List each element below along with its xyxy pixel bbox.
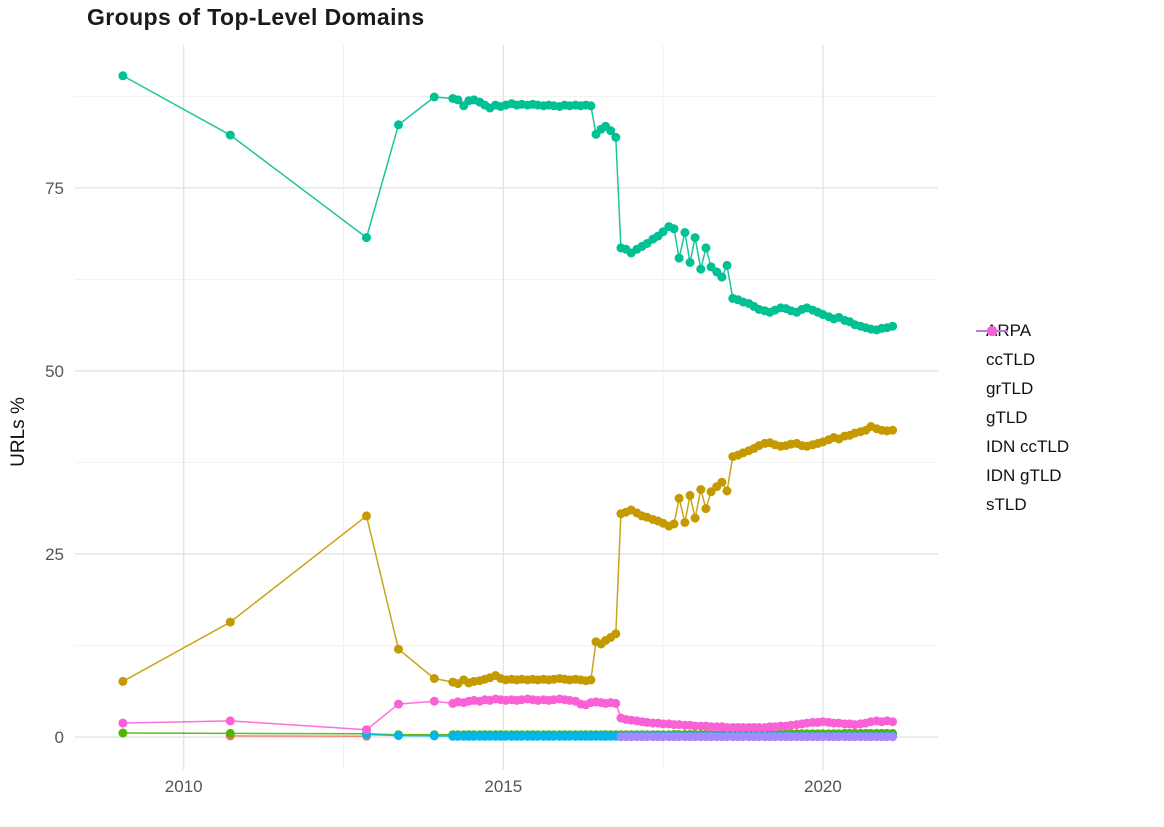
data-point-gtld: [453, 95, 463, 105]
legend-label: IDN gTLD: [986, 466, 1062, 485]
data-point-cctld: [690, 513, 700, 523]
data-point-stld: [888, 717, 898, 727]
y-tick-label: 50: [45, 362, 64, 381]
data-point-idn-cctld: [429, 731, 439, 741]
chart-title: Groups of Top-Level Domains: [87, 4, 425, 30]
data-point-stld: [394, 699, 403, 709]
data-point-cctld: [680, 518, 690, 527]
legend-label: ccTLD: [986, 350, 1036, 369]
data-point-cctld: [394, 644, 403, 654]
data-point-cctld: [888, 425, 898, 435]
data-point-cctld: [429, 674, 439, 683]
data-point-gtld: [690, 233, 700, 243]
data-point-gtld: [680, 228, 690, 237]
legend-key-dot: [987, 326, 997, 336]
legend: ARPA ccTLD grTLD gTLD IDN ccTLD IDN gTLD sTLD: [975, 321, 1070, 514]
data-point-gtld: [611, 132, 621, 142]
legend-label: grTLD: [986, 379, 1034, 398]
data-point-stld: [225, 716, 235, 726]
y-tick-label: 25: [45, 545, 64, 564]
data-point-gtld: [717, 272, 727, 282]
data-point-gtld: [394, 120, 403, 130]
y-axis-title: URLs %: [8, 397, 29, 467]
data-point-cctld: [669, 519, 679, 529]
legend-label: ARPA: [986, 321, 1032, 340]
data-point-cctld: [586, 675, 596, 685]
data-point-cctld: [362, 511, 371, 521]
x-tick-label: 2010: [165, 777, 203, 796]
legend-item-grtld: grTLD: [975, 326, 1069, 398]
legend-label: sTLD: [986, 495, 1027, 514]
data-point-cctld: [674, 493, 684, 503]
data-point-cctld: [717, 477, 727, 487]
y-tick-label: 0: [55, 728, 64, 747]
data-point-gtld: [118, 71, 128, 81]
data-point-gtld: [586, 101, 596, 111]
data-point-gtld: [722, 260, 732, 270]
data-point-idn-gtld: [888, 732, 898, 742]
data-point-stld: [118, 718, 128, 728]
legend-item-stld: sTLD: [975, 326, 1069, 514]
data-point-stld: [611, 698, 621, 708]
data-point-gtld: [658, 227, 668, 237]
data-point-cctld: [225, 617, 235, 627]
data-point-idn-cctld: [394, 731, 403, 741]
legend-item-gtld: gTLD: [975, 326, 1069, 427]
data-point-cctld: [722, 486, 732, 496]
x-tick-label: 2015: [484, 777, 522, 796]
data-point-gtld: [429, 92, 439, 102]
y-tick-label: 75: [45, 179, 64, 198]
series-line-gtld: [122, 75, 893, 331]
data-point-cctld: [696, 485, 706, 494]
data-point-gtld: [701, 243, 711, 253]
legend-key-icon: [976, 326, 1008, 336]
legend-item-cctld: ccTLD: [975, 326, 1069, 369]
data-point-grtld: [225, 728, 235, 738]
legend-item-idn-gtld: IDN gTLD: [975, 326, 1069, 485]
data-point-gtld: [685, 258, 695, 267]
data-point-cctld: [685, 490, 695, 500]
data-point-gtld: [674, 253, 684, 263]
legend-label: gTLD: [986, 408, 1028, 427]
x-tick-label: 2020: [804, 777, 842, 796]
data-point-gtld: [606, 126, 616, 136]
data-point-gtld: [696, 264, 706, 274]
data-point-cctld: [118, 676, 128, 686]
legend-label: IDN ccTLD: [986, 437, 1070, 456]
data-point-cctld: [611, 629, 621, 639]
data-point-cctld: [701, 504, 711, 514]
data-point-stld: [429, 696, 439, 706]
data-point-gtld: [362, 233, 371, 243]
data-point-gtld: [225, 130, 235, 140]
data-point-gtld: [669, 224, 679, 234]
data-point-grtld: [118, 728, 128, 738]
data-point-stld: [362, 725, 371, 735]
legend-item-idn-cctld: IDN ccTLD: [975, 326, 1070, 456]
data-point-gtld: [888, 321, 898, 331]
